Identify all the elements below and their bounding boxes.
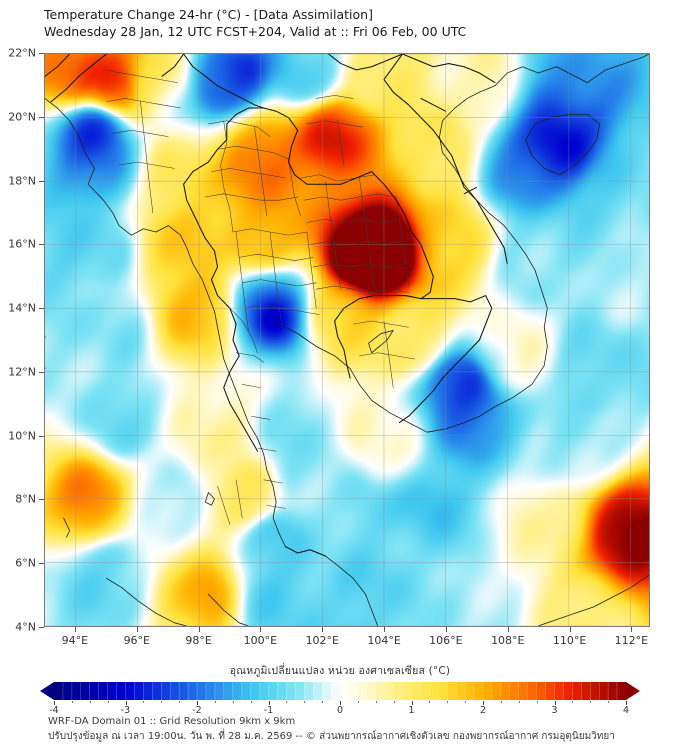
colorbar-tick [179, 701, 181, 703]
colorbar-tick [572, 701, 574, 703]
xtick-mark [507, 627, 509, 632]
footer-block: WRF-DA Domain 01 :: Grid Resolution 9km … [48, 714, 648, 744]
colorbar-tick [268, 701, 270, 705]
colorbar-tick [71, 701, 73, 703]
colorbar-tick [554, 701, 556, 705]
xtick-mark [322, 627, 324, 632]
colorbar-tick [250, 701, 252, 703]
colorbar-tick-label-4: 4 [622, 705, 630, 716]
colorbar-tick [322, 701, 324, 703]
xtick-label-110: 110°E [552, 634, 587, 647]
colorbar-tick [411, 701, 413, 705]
colorbar-tick-label-2: 2 [479, 705, 487, 716]
colorbar-title: อุณหภูมิเปลี่ยนแปลง หน่วย องศาเซลเซียส (… [229, 665, 451, 677]
xtick-label-98: 98°E [185, 634, 212, 647]
ytick-label-14: 14°N [8, 301, 36, 315]
colorbar-tick [608, 701, 610, 703]
colorbar-tick [143, 701, 145, 703]
chart-title: Temperature Change 24-hr (°C) - [Data As… [44, 7, 373, 22]
footer-model-info: WRF-DA Domain 01 :: Grid Resolution 9km … [48, 716, 296, 727]
footer-attribution: ปรับปรุงข้อมูล ณ เวลา 19:00น. วัน พ. ที่… [48, 731, 615, 742]
chart-subtitle: Wednesday 28 Jan, 12 UTC FCST+204, Valid… [44, 24, 467, 39]
map-plot-area[interactable] [44, 53, 650, 627]
xtick-label-104: 104°E [367, 634, 401, 647]
colorbar-tick [465, 701, 467, 703]
ytick-label-22: 22°N [8, 46, 36, 60]
colorbar-tick [125, 701, 127, 705]
colorbar-tick-label-0: 0 [336, 705, 344, 716]
chart-title-block: Temperature Change 24-hr (°C) - [Data As… [44, 6, 644, 40]
map-gridlines [45, 54, 649, 626]
colorbar-tick-label--4: -4 [49, 705, 59, 716]
colorbar-tick [286, 701, 288, 703]
colorbar-ticks: -4 -3 -2 -1 0 1 2 3 4 [40, 701, 640, 717]
colorbar-tick [393, 701, 395, 703]
xtick-mark [260, 627, 262, 632]
colorbar-tick [89, 701, 91, 703]
ytick-label-8: 8°N [15, 492, 36, 506]
colorbar-tick [500, 701, 502, 703]
xtick-mark [384, 627, 386, 632]
xtick-mark [136, 627, 138, 632]
colorbar-tick-label-3: 3 [551, 705, 558, 716]
colorbar-tick [197, 701, 198, 705]
colorbar-tick [626, 701, 627, 705]
ytick-label-18: 18°N [8, 174, 36, 188]
xtick-mark [631, 627, 633, 632]
colorbar-tick [536, 701, 538, 703]
colorbar-tick [518, 701, 520, 703]
xtick-label-94: 94°E [61, 634, 89, 647]
colorbar-gradient [40, 682, 640, 700]
ytick-label-6: 6°N [15, 556, 36, 570]
colorbar-tick [483, 701, 484, 705]
colorbar-tick [107, 701, 109, 703]
coastline-and-borders-overlay [45, 54, 649, 626]
colorbar-tick-label-1: 1 [408, 705, 415, 716]
ytick-label-20: 20°N [8, 110, 36, 124]
xtick-label-102: 102°E [305, 634, 340, 647]
xtick-mark [74, 627, 76, 632]
ytick-label-10: 10°N [8, 429, 36, 443]
colorbar-tick-label--2: -2 [192, 705, 202, 716]
xtick-mark [445, 627, 447, 632]
xtick-label-108: 108°E [491, 634, 525, 647]
xtick-label-112: 112°E [614, 634, 649, 647]
colorbar-tick [375, 701, 377, 703]
colorbar-tick [357, 701, 359, 703]
colorbar-tick [447, 701, 449, 703]
colorbar-tick [232, 701, 234, 703]
xtick-mark [569, 627, 571, 632]
colorbar-tick-label--3: -3 [120, 705, 131, 716]
colorbar-tick [214, 701, 216, 703]
ytick-label-16: 16°N [8, 237, 36, 251]
xtick-label-100: 100°E [243, 634, 278, 647]
colorbar-tick [340, 701, 341, 705]
ytick-label-12: 12°N [8, 365, 36, 379]
xtick-mark [198, 627, 200, 632]
colorbar-tick [429, 701, 431, 703]
ytick-label-4: 4°N [15, 620, 36, 634]
xtick-label-106: 106°E [429, 634, 463, 647]
colorbar-tick-label--1: -1 [263, 705, 274, 716]
colorbar-tick [54, 701, 55, 705]
colorbar-tick [590, 701, 592, 703]
colorbar-tick [161, 701, 163, 703]
xtick-label-96: 96°E [123, 634, 151, 647]
ytick-mark [39, 627, 44, 628]
colorbar: อุณหภูมิเปลี่ยนแปลง หน่วย องศาเซลเซียส (… [40, 662, 640, 717]
colorbar-tick [304, 701, 306, 703]
